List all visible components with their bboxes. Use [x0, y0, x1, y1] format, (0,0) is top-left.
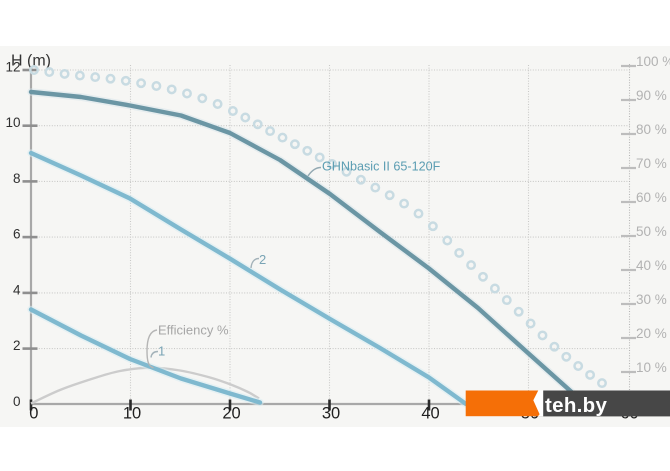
svg-text:0: 0: [29, 405, 38, 423]
svg-text:80 %: 80 %: [636, 122, 667, 137]
svg-text:50 %: 50 %: [636, 224, 667, 239]
svg-text:40: 40: [421, 405, 439, 423]
svg-text:6: 6: [13, 227, 21, 242]
svg-text:0: 0: [13, 394, 21, 409]
svg-text:20 %: 20 %: [636, 326, 667, 341]
svg-text:2: 2: [259, 252, 266, 267]
svg-text:60 %: 60 %: [636, 190, 667, 205]
svg-text:10: 10: [5, 115, 20, 130]
svg-text:70 %: 70 %: [636, 156, 667, 171]
svg-text:8: 8: [13, 171, 21, 186]
svg-text:2: 2: [13, 338, 21, 353]
svg-text:teh.by: teh.by: [545, 394, 607, 417]
svg-text:1: 1: [158, 344, 165, 359]
svg-text:H (m): H (m): [11, 53, 51, 70]
svg-text:30: 30: [322, 405, 340, 423]
svg-text:90 %: 90 %: [636, 88, 667, 103]
svg-text:GHNbasic II 65-120F: GHNbasic II 65-120F: [322, 160, 441, 174]
svg-text:40 %: 40 %: [636, 258, 667, 273]
svg-text:10: 10: [123, 405, 141, 423]
svg-text:100 %: 100 %: [636, 54, 670, 69]
svg-text:Efficiency %: Efficiency %: [158, 323, 229, 338]
svg-text:10 %: 10 %: [636, 360, 667, 375]
svg-text:30 %: 30 %: [636, 292, 667, 307]
svg-text:4: 4: [13, 282, 21, 297]
svg-text:12: 12: [5, 60, 20, 75]
svg-text:20: 20: [222, 405, 240, 423]
